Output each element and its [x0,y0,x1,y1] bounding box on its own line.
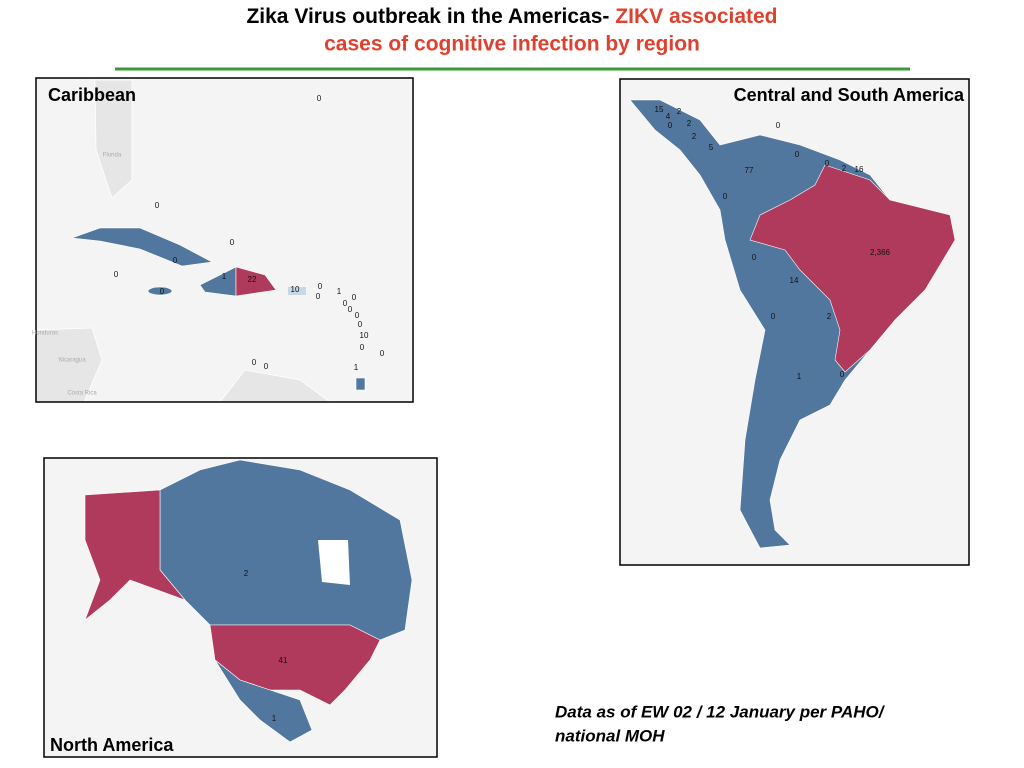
region-value-label: 0 [352,293,357,302]
region-value-label: 2 [687,119,692,128]
region-value-label: 10 [291,285,300,294]
title-black: Zika Virus outbreak in the Americas- [246,5,609,28]
region-value-label: 0 [348,305,353,314]
region-value-label: 1 [354,363,359,372]
panel-title: Central and South America [734,85,965,105]
region-value-label: 2 [692,132,697,141]
region-value-label: 0 [668,121,673,130]
title-line-2: cases of cognitive infection by region [324,33,700,56]
north-america-map [44,458,437,757]
region-value-label: 14 [790,276,799,285]
region-value-label: 0 [355,311,360,320]
region-value-label: 0 [776,121,781,130]
region-value-label: 1 [337,287,342,296]
panel-title: North America [50,735,174,755]
panel-frame [619,78,970,566]
region-value-label: 2 [827,312,832,321]
caribbean-map [35,78,413,403]
region-value-label: 0 [155,201,160,210]
region-value-label: 2 [842,164,847,173]
panel-frame [43,457,438,758]
place-name: Honduras [32,331,58,337]
region-value-label: 0 [114,270,119,279]
region-value-label: 22 [248,275,257,284]
region-value-label: 1 [272,714,277,723]
region-value-label: 2 [244,569,249,578]
region-value-label: 0 [358,320,363,329]
region-value-label: 0 [825,159,830,168]
region-value-label: 15 [655,105,664,114]
region-value-label: 0 [160,287,165,296]
panel-frame [35,77,414,403]
region-value-label: 41 [279,656,288,665]
place-name: Nicaragua [58,358,86,364]
region-value-label: 10 [360,331,369,340]
region-value-label: 0 [317,94,322,103]
region-value-label: 0 [723,192,728,201]
region-value-label: 2 [677,107,682,116]
region-value-label: 1 [222,272,227,281]
region-value-label: 0 [360,343,365,352]
place-name: Florida [103,153,122,159]
region-value-label: 16 [855,165,864,174]
region-value-label: 0 [230,238,235,247]
region-value-label: 1 [797,372,802,381]
region-value-label: 0 [318,282,323,291]
region-value-label: 4 [666,112,671,121]
footnote: Data as of EW 02 / 12 January per PAHO/ [555,702,886,721]
footnote: national MOH [555,726,665,745]
region-value-label: 0 [173,256,178,265]
region-value-label: 0 [252,358,257,367]
south-america-map [620,79,969,565]
title-red: ZIKV associated [615,5,777,28]
place-name: Costa Rica [67,391,97,397]
region-value-label: 0 [795,150,800,159]
panel-title: Caribbean [48,85,136,105]
region-value-label: 0 [343,299,348,308]
region-value-label: 0 [771,312,776,321]
region-value-label: 0 [752,253,757,262]
region-value-label: 0 [264,362,269,371]
region-value-label: 0 [380,349,385,358]
region-value-label: 0 [840,370,845,379]
title-line-1: Zika Virus outbreak in the Americas- ZIK… [246,5,777,28]
region-value-label: 5 [709,143,714,152]
region-value-label: 77 [745,166,754,175]
region-value-label: 0 [316,292,321,301]
region-value-label: 2,366 [870,248,891,257]
